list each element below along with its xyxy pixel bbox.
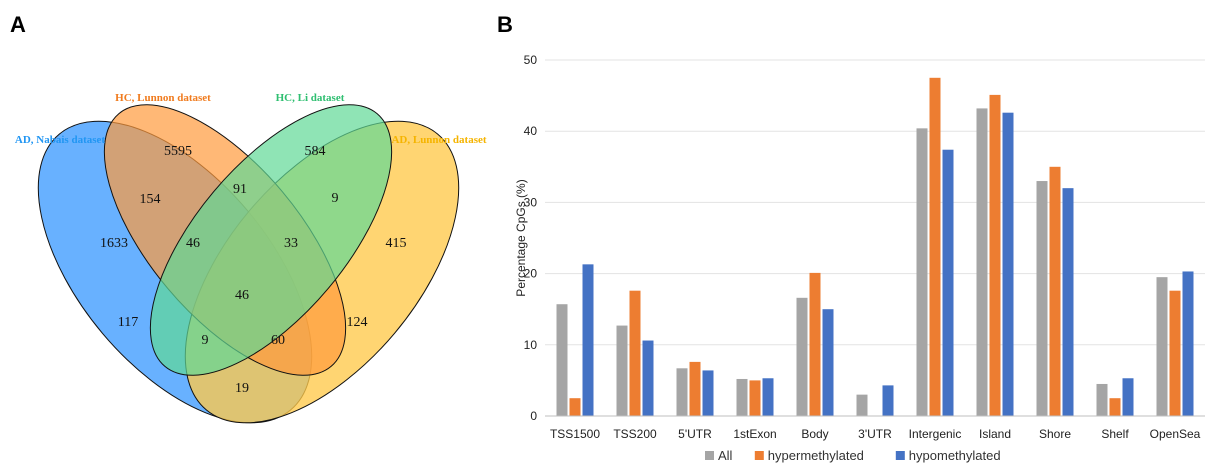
bar-all-shelf [1096,383,1108,416]
legend-swatch [895,451,905,460]
bar-all-body [796,297,808,416]
venn-region-hclunnon-hcli: 91 [233,182,247,197]
venn-region-nabais-hclunnon-adlunnon: 60 [271,333,285,348]
bar-hypomethylated-shelf [1122,378,1134,416]
venn-region-nabais-adlunnon: 19 [235,381,249,396]
bar-hypermethylated-5-utr [689,361,701,416]
venn-region-hclunnon-adlunnon: 124 [347,315,368,330]
x-tick-label: TSS1500 [550,427,600,441]
bar-hypomethylated-shore [1062,188,1074,416]
bar-hypomethylated-body [822,309,834,416]
venn-region-nabais-hcli: 117 [118,315,138,330]
bar-all-intergenic [916,128,928,417]
bar-hypomethylated-tss200 [642,340,654,416]
bar-hypermethylated-shelf [1109,398,1121,416]
bar-hypomethylated-5-utr [702,370,714,416]
bar-hypermethylated-1stexon [749,380,761,416]
bar-hypermethylated-shore [1049,166,1061,416]
y-tick-labels: 0 10 20 30 40 50 [524,53,538,423]
venn-region-nabais-hcli-adlunnon: 9 [202,333,209,348]
bar-hypermethylated-opensea [1169,290,1181,416]
y-tick-label: 40 [524,124,538,138]
x-tick-label: 1stExon [733,427,776,441]
y-tick-label: 20 [524,267,538,281]
venn-set-label-ad-nabais: AD, Nabais dataset [15,134,105,146]
bar-hypomethylated-tss1500 [582,264,594,416]
gridlines [545,59,1205,346]
x-tick-label: Shore [1039,427,1071,441]
legend-swatch [705,451,714,460]
panel-a-label: A [10,12,26,37]
legend-label: hypomethylated [909,448,1001,463]
bar-all-shore [1036,181,1048,416]
x-tick-label: Body [801,427,828,441]
bar-all-3-utr [856,394,868,416]
venn-region-hc-li-only: 584 [305,144,326,159]
bars [556,77,1194,417]
venn-region-hc-lunnon-only: 5595 [164,144,192,159]
x-tick-label: 5'UTR [678,427,712,441]
bar-all-tss1500 [556,304,568,416]
bar-hypomethylated-1stexon [762,378,774,416]
bar-all-island [976,108,988,416]
venn-set-label-hc-li: HC, Li dataset [276,92,345,104]
panel-b-label: B [497,12,513,37]
legend-swatch [754,451,764,460]
y-tick-label: 50 [524,53,538,67]
x-tick-label: 3'UTR [858,427,892,441]
venn-set-hc-li [149,104,393,376]
venn-region-all-four: 46 [235,288,249,303]
venn-region-hcli-adlunnon: 9 [332,191,339,206]
bar-hypermethylated-body [809,272,821,416]
bar-hypermethylated-island [989,94,1001,416]
bar-hypomethylated-island [1002,112,1014,417]
venn-diagram: AD, Nabais dataset HC, Lunnon dataset HC… [15,92,487,424]
bar-hypermethylated-tss200 [629,290,641,416]
bar-all-opensea [1156,277,1168,416]
bar-hypomethylated-3-utr [882,385,894,416]
bar-hypermethylated-tss1500 [569,398,581,416]
x-tick-label: Intergenic [909,427,962,441]
bar-hypomethylated-intergenic [942,149,954,416]
legend: All hypermethylated hypomethylated [705,448,1001,463]
x-tick-label: Shelf [1101,427,1129,441]
x-tick-label: Island [979,427,1011,441]
x-tick-label: OpenSea [1150,427,1201,441]
x-tick-label: TSS200 [613,427,657,441]
y-tick-label: 10 [524,338,538,352]
venn-region-ad-lunnon-only: 415 [386,236,407,251]
y-tick-label: 0 [530,409,537,423]
venn-set-label-hc-lunnon: HC, Lunnon dataset [115,92,211,104]
venn-set-label-ad-lunnon: AD, Lunnon dataset [391,134,486,146]
y-axis-label: Percentage CpGs (%) [514,179,528,296]
venn-region-nabais-hclunnon: 154 [140,192,161,207]
y-tick-label: 30 [524,195,538,209]
legend-label: All [718,448,733,463]
bar-all-tss200 [616,325,628,416]
legend-label: hypermethylated [768,448,864,463]
bar-all-1stexon [736,378,748,416]
bar-hypermethylated-intergenic [929,77,941,417]
venn-region-hclunnon-hcli-adlunnon: 33 [284,236,298,251]
venn-region-nabais-hclunnon-hcli: 46 [186,236,200,251]
bar-all-5-utr [676,368,688,416]
venn-region-nabais-only: 1633 [100,236,128,251]
x-tick-labels: TSS1500 TSS200 5'UTR 1stExon Body 3'UTR Interg… [550,427,1201,441]
bar-hypomethylated-opensea [1182,271,1194,416]
